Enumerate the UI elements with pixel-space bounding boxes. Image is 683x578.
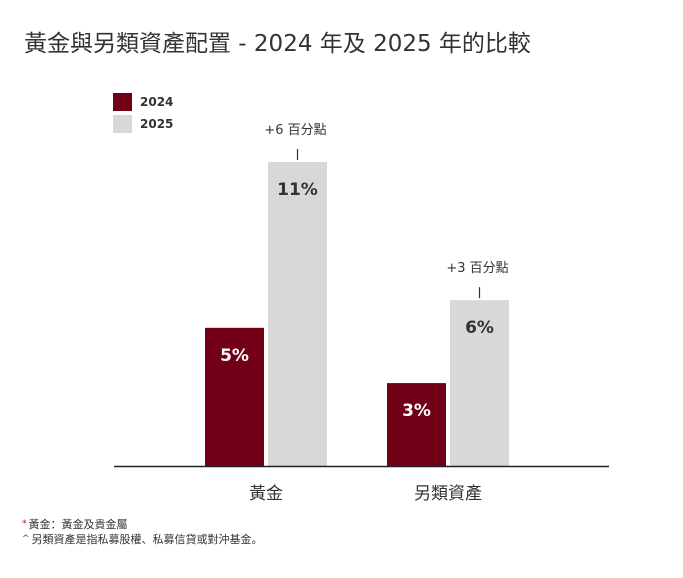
footnote-mark: ^ (22, 534, 30, 544)
footnote-text: 黃金：黃金及貴金屬 (28, 518, 128, 531)
annotation-0: +6 百分點 (264, 123, 326, 138)
legend-label-2025: 2025 (140, 117, 173, 131)
category-label-1: 另類資產 (414, 484, 482, 504)
category-label-0: 黃金 (249, 484, 283, 504)
legend: 2024 2025 (113, 93, 173, 133)
chart-title: 黃金與另類資產配置 - 2024 年及 2025 年的比較 (24, 31, 531, 57)
legend-swatch-2025 (113, 115, 132, 133)
data-label-2025-0: 11% (277, 180, 318, 200)
data-label-2024-0: 5% (220, 346, 249, 366)
data-label-2025-1: 6% (465, 318, 494, 338)
bar-2024-0 (205, 327, 264, 466)
bars: 5% 11% 3% 6% (205, 162, 509, 466)
footnote-gold: * 黃金：黃金及貴金屬 (22, 517, 263, 532)
footnote-mark: * (22, 519, 27, 529)
footnotes: * 黃金：黃金及貴金屬 ^ 另類資產是指私募股權、私募信貸或對沖基金。 (22, 517, 263, 547)
bar-2024-1 (387, 383, 446, 466)
footnote-alternatives: ^ 另類資產是指私募股權、私募信貸或對沖基金。 (22, 532, 263, 547)
bar-2025-0 (268, 162, 327, 466)
footnote-text: 另類資產是指私募股權、私募信貸或對沖基金。 (31, 533, 263, 546)
annotations: +6 百分點 +3 百分點 (264, 123, 509, 299)
legend-swatch-2024 (113, 93, 132, 111)
legend-label-2024: 2024 (140, 95, 173, 109)
bar-2025-1 (450, 300, 509, 466)
annotation-1: +3 百分點 (446, 261, 508, 276)
data-label-2024-1: 3% (402, 401, 431, 421)
category-labels: 黃金 另類資產 (249, 484, 482, 504)
